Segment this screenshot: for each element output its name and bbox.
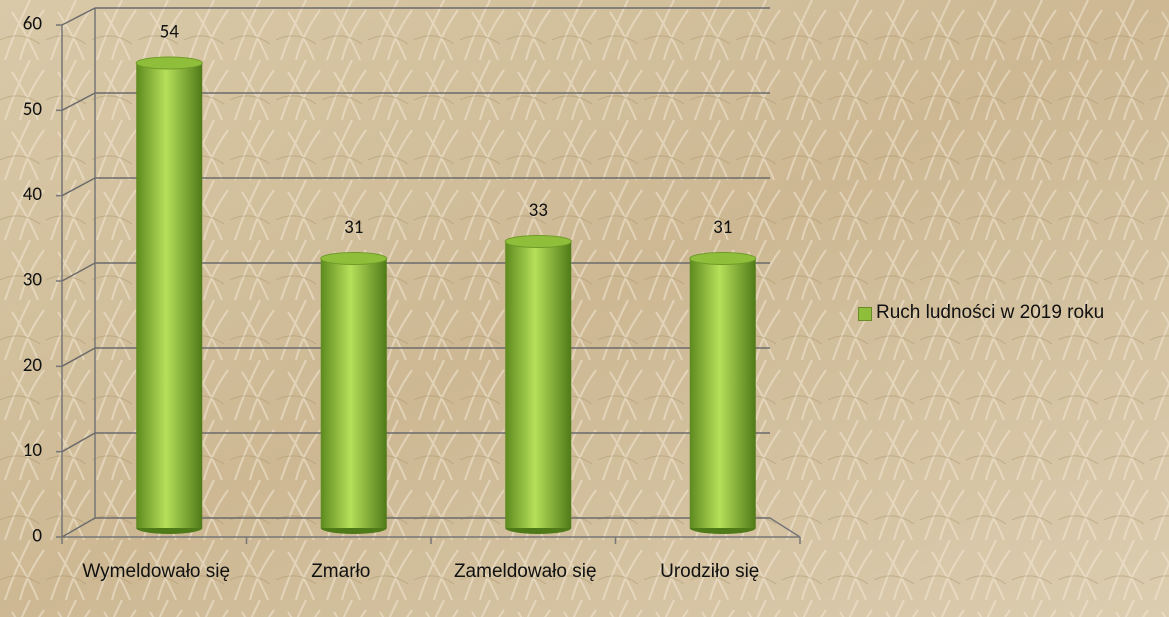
- legend-marker: [858, 307, 872, 321]
- x-tick-label: Wymeldowało się: [81, 560, 231, 584]
- y-tick-label: 0: [32, 525, 42, 548]
- bar: [321, 259, 387, 529]
- value-label: 33: [529, 199, 548, 222]
- legend-label: Ruch ludności w 2019 roku: [876, 302, 1104, 324]
- x-tick-label: Zmarło: [266, 560, 416, 584]
- bar-top: [136, 57, 202, 69]
- y-tick-label: 50: [23, 98, 43, 121]
- bar-top: [505, 236, 571, 248]
- value-label: 31: [344, 216, 363, 239]
- bar-top: [321, 253, 387, 265]
- bar: [136, 63, 202, 528]
- chart: 0 10 20 30 40 50 60 54 31 33 31 Ruch ludności w 20…: [0, 0, 1169, 617]
- value-label: 54: [160, 21, 180, 44]
- bar: [690, 259, 756, 529]
- y-tick-label: 40: [23, 183, 43, 206]
- y-tick-label: 30: [23, 269, 43, 292]
- bar: [505, 242, 571, 529]
- x-tick-label: Urodziło się: [635, 560, 785, 584]
- y-tick-label: 20: [23, 354, 43, 377]
- value-label: 31: [713, 216, 732, 239]
- x-tick-label: Zameldowało się: [450, 560, 600, 584]
- bar-top: [690, 253, 756, 265]
- y-tick-label: 10: [23, 439, 43, 462]
- y-tick-label: 60: [23, 13, 43, 36]
